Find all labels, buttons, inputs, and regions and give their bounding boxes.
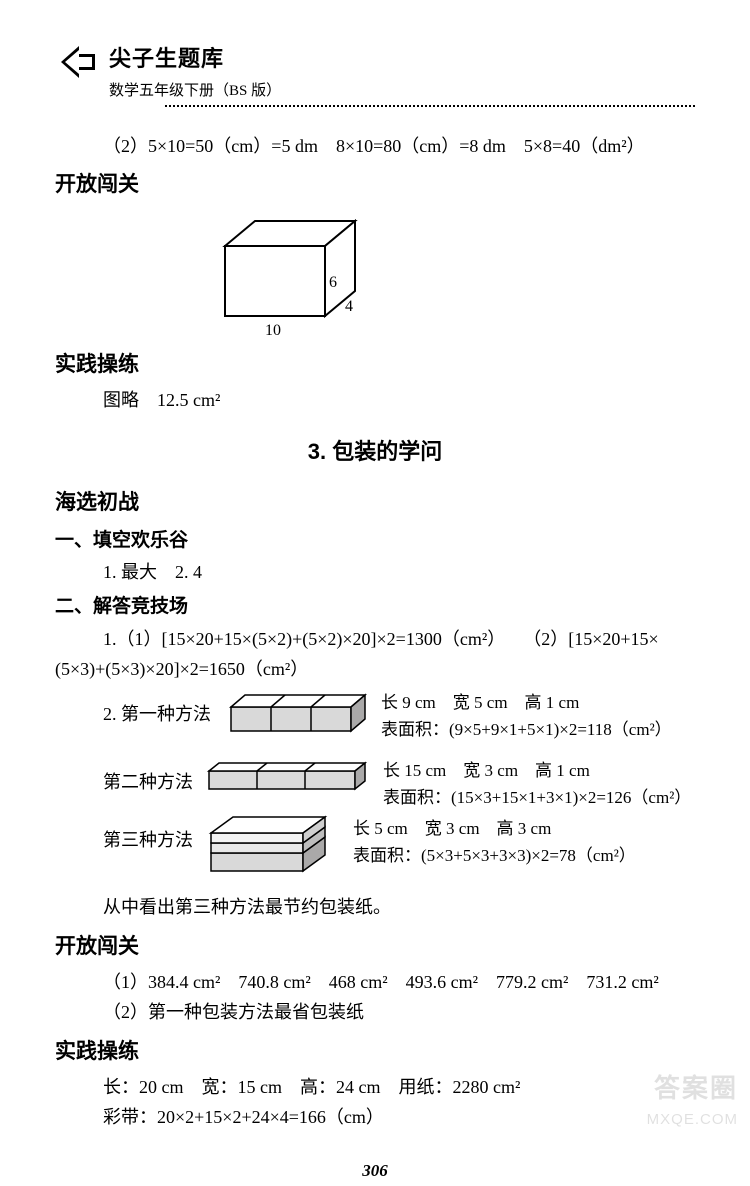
cuboid-figure: 6 4 10	[55, 211, 695, 341]
part2-line1: 1.（1）[15×20+15×(5×2)+(5×2)×20]×2=1300（cm…	[55, 624, 695, 655]
watermark-bottom: MXQE.COM	[647, 1107, 738, 1133]
open2-l1: （1）384.4 cm² 740.8 cm² 468 cm² 493.6 cm²…	[55, 967, 695, 998]
method-2-text: 长 15 cm 宽 3 cm 高 1 cm 表面积：(15×3+15×1+3×1…	[383, 755, 695, 811]
part2-head: 二、解答竞技场	[55, 591, 695, 623]
page-header: 尖子生题库 数学五年级下册（BS 版）	[55, 40, 695, 105]
arrow-icon	[55, 40, 101, 86]
part2-line1b: (5×3)+(5×3)×20]×2=1650（cm²）	[55, 654, 695, 685]
method-3-icon	[203, 813, 343, 893]
watermark: 答案圈 MXQE.COM	[647, 1066, 738, 1132]
method-1-area: 表面积：(9×5+9×1+5×1)×2=118（cm²）	[381, 716, 695, 743]
cuboid-d-label: 4	[345, 298, 353, 315]
book-title: 尖子生题库	[109, 40, 281, 77]
page-number: 306	[55, 1157, 695, 1186]
section-open-2: 开放闯关	[55, 929, 695, 965]
method-2-label: 第二种方法	[55, 755, 193, 798]
cuboid-w-label: 10	[265, 322, 281, 339]
line-eq-1: （2）5×10=50（cm）=5 dm 8×10=80（cm）=8 dm 5×8…	[55, 131, 695, 162]
header-text: 尖子生题库 数学五年级下册（BS 版）	[109, 40, 281, 105]
section-haixuan: 海选初战	[55, 485, 695, 521]
part1-body: 1. 最大 2. 4	[55, 557, 695, 588]
method-1-row: 2. 第一种方法 长 9 cm 宽 5 cm 高 1 cm 表面积：(9×5+9…	[55, 687, 695, 753]
section-open-1: 开放闯关	[55, 167, 695, 203]
watermark-top: 答案圈	[647, 1066, 738, 1110]
open2-l2: （2）第一种包装方法最省包装纸	[55, 997, 695, 1028]
part1-head: 一、填空欢乐谷	[55, 525, 695, 557]
section-practice-1: 实践操练	[55, 347, 695, 383]
method-3-row: 第三种方法 长 5 cm 宽 3 cm 高 3 cm 表面积：(5×3+5×3+…	[55, 813, 695, 893]
method-1-label: 2. 第一种方法	[55, 687, 211, 730]
chapter-title: 3. 包装的学问	[55, 433, 695, 470]
book-subtitle: 数学五年级下册（BS 版）	[109, 79, 281, 105]
method-2-icon	[203, 755, 373, 809]
method-1-icon	[221, 687, 371, 753]
section-practice-2: 实践操练	[55, 1034, 695, 1070]
method-3-area: 表面积：(5×3+5×3+3×3)×2=78（cm²）	[353, 842, 695, 869]
method-3-label: 第三种方法	[55, 813, 193, 856]
method-2-area: 表面积：(15×3+15×1+3×1)×2=126（cm²）	[383, 784, 695, 811]
method-3-text: 长 5 cm 宽 3 cm 高 3 cm 表面积：(5×3+5×3+3×3)×2…	[353, 813, 695, 869]
dotted-rule	[165, 105, 695, 107]
method-1-dims: 长 9 cm 宽 5 cm 高 1 cm	[381, 689, 695, 716]
method-2-row: 第二种方法 长 15 cm 宽 3 cm 高 1 cm 表面积：(15×3+15…	[55, 755, 695, 811]
method-3-dims: 长 5 cm 宽 3 cm 高 3 cm	[353, 815, 695, 842]
method-1-text: 长 9 cm 宽 5 cm 高 1 cm 表面积：(9×5+9×1+5×1)×2…	[381, 687, 695, 743]
part2-conclusion: 从中看出第三种方法最节约包装纸。	[55, 892, 695, 923]
practice2-l1: 长：20 cm 宽：15 cm 高：24 cm 用纸：2280 cm²	[55, 1072, 695, 1103]
practice-1-body: 图略 12.5 cm²	[55, 385, 695, 416]
practice2-l2: 彩带：20×2+15×2+24×4=166（cm）	[55, 1102, 695, 1133]
cuboid-h-label: 6	[329, 274, 337, 291]
method-2-dims: 长 15 cm 宽 3 cm 高 1 cm	[383, 757, 695, 784]
